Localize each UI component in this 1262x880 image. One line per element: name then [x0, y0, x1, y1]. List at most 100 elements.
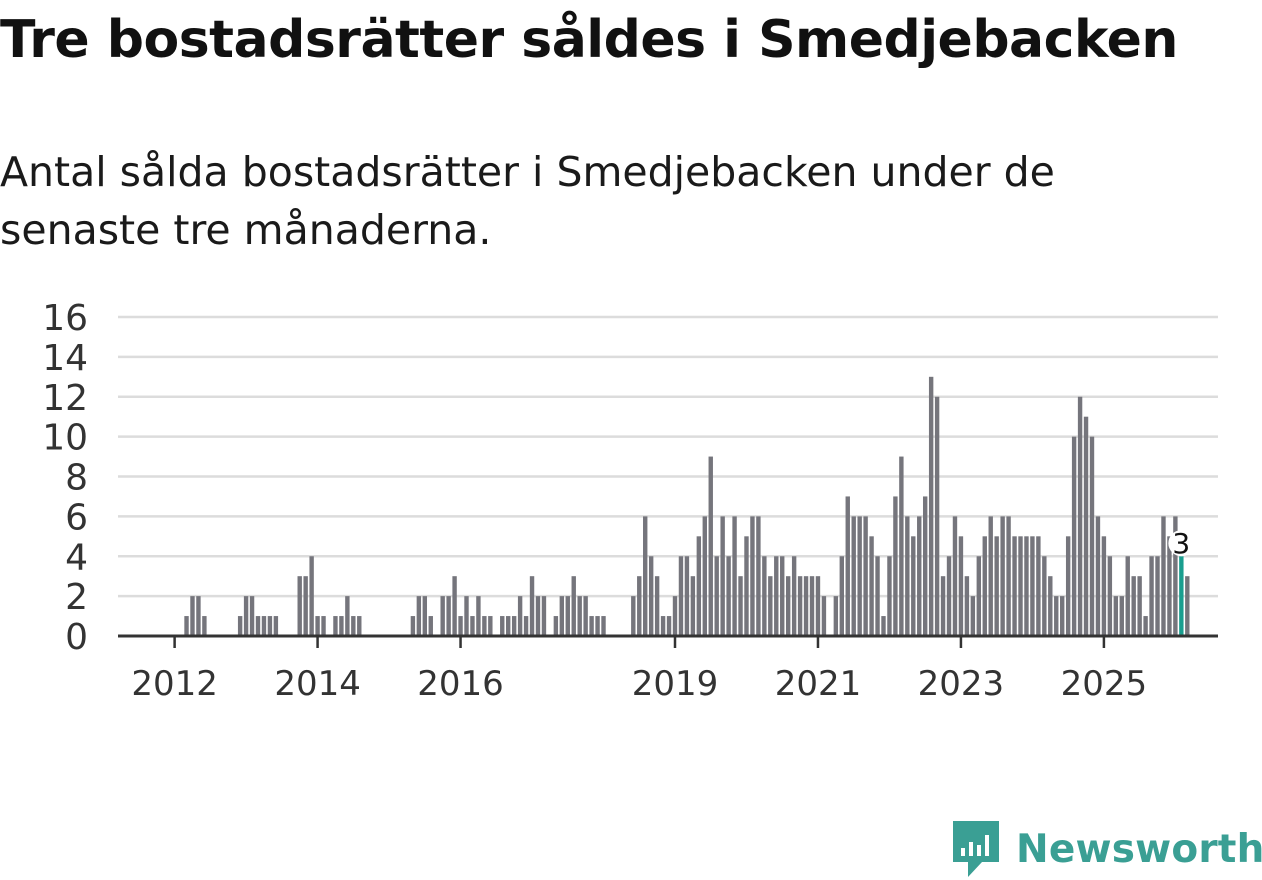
bar [1030, 536, 1035, 636]
bar [267, 616, 273, 636]
bar [720, 516, 725, 636]
x-tick-label: 2012 [131, 664, 218, 704]
bar [565, 596, 570, 636]
bar [202, 616, 207, 636]
bar [1060, 596, 1065, 636]
bar [666, 616, 672, 636]
bar [410, 616, 416, 636]
bar [464, 596, 469, 636]
x-axis [118, 634, 1218, 648]
bar [744, 536, 749, 636]
bar [660, 616, 666, 636]
bar [982, 536, 987, 636]
bar [643, 516, 648, 636]
x-tick-label: 2021 [775, 664, 862, 704]
bar [631, 596, 636, 636]
bar [922, 496, 928, 636]
bar [571, 576, 576, 636]
bar [726, 556, 731, 636]
bar [357, 616, 362, 636]
bar [583, 596, 588, 636]
bar [768, 576, 773, 636]
bar [845, 496, 850, 636]
bar [678, 556, 684, 636]
bar [541, 596, 547, 636]
x-tick-label: 2016 [417, 664, 504, 704]
bar [500, 616, 505, 636]
bar [553, 616, 559, 636]
bar [756, 516, 761, 636]
bar [1131, 576, 1136, 636]
bar [893, 496, 898, 636]
bar [1167, 536, 1172, 636]
bar [821, 596, 827, 636]
y-tick-label: 0 [65, 617, 88, 658]
bar [1071, 436, 1077, 636]
bar [315, 616, 320, 636]
bar [255, 616, 261, 636]
newsworthy-logo-icon [953, 821, 999, 877]
bar [791, 556, 797, 636]
bar [988, 516, 993, 636]
bar [1143, 616, 1148, 636]
bar [333, 616, 338, 636]
bar [1012, 536, 1017, 636]
bars [184, 376, 1190, 636]
bar [958, 536, 964, 636]
y-tick-label: 12 [42, 378, 88, 419]
bar [1042, 556, 1047, 636]
bar [506, 616, 511, 636]
bar [482, 616, 487, 636]
newsworthy-logo: Newsworthy [950, 818, 1262, 880]
bar [446, 596, 451, 636]
bar [708, 456, 713, 636]
bar [851, 516, 856, 636]
bar [1054, 596, 1059, 636]
bar [774, 556, 779, 636]
x-tick-label: 2023 [918, 664, 1005, 704]
bar [440, 596, 445, 636]
bar [1125, 556, 1130, 636]
bar [303, 576, 308, 636]
bar [1095, 516, 1101, 636]
bar [535, 596, 541, 636]
bar [934, 396, 940, 636]
bar [839, 556, 844, 636]
bar [815, 576, 821, 636]
y-tick-label: 8 [65, 458, 88, 499]
bar [702, 516, 707, 636]
bar [714, 556, 719, 636]
bar [780, 556, 785, 636]
bar [654, 576, 660, 636]
bar [273, 616, 279, 636]
bar [738, 576, 743, 636]
bar [881, 616, 886, 636]
bar [1024, 536, 1029, 636]
data-labels: 3 [1168, 527, 1195, 560]
bar [416, 596, 422, 636]
bar [601, 616, 606, 636]
bar [887, 556, 892, 636]
bar [1036, 536, 1041, 636]
bar [672, 596, 678, 636]
bar [648, 556, 654, 636]
bar [428, 616, 433, 636]
bar [452, 576, 457, 636]
bar [1155, 556, 1160, 636]
bar [351, 616, 356, 636]
bar [1161, 516, 1166, 636]
bar [309, 556, 314, 636]
bar [476, 596, 481, 636]
bar [917, 516, 922, 636]
y-tick-label: 10 [42, 418, 88, 459]
bar [1173, 516, 1178, 636]
y-tick-label: 16 [42, 298, 88, 339]
bar [422, 596, 428, 636]
bar [196, 596, 201, 636]
bar [321, 616, 326, 636]
bar [905, 516, 910, 636]
bar [1113, 596, 1119, 636]
bar [1077, 396, 1083, 636]
bar [928, 376, 934, 636]
